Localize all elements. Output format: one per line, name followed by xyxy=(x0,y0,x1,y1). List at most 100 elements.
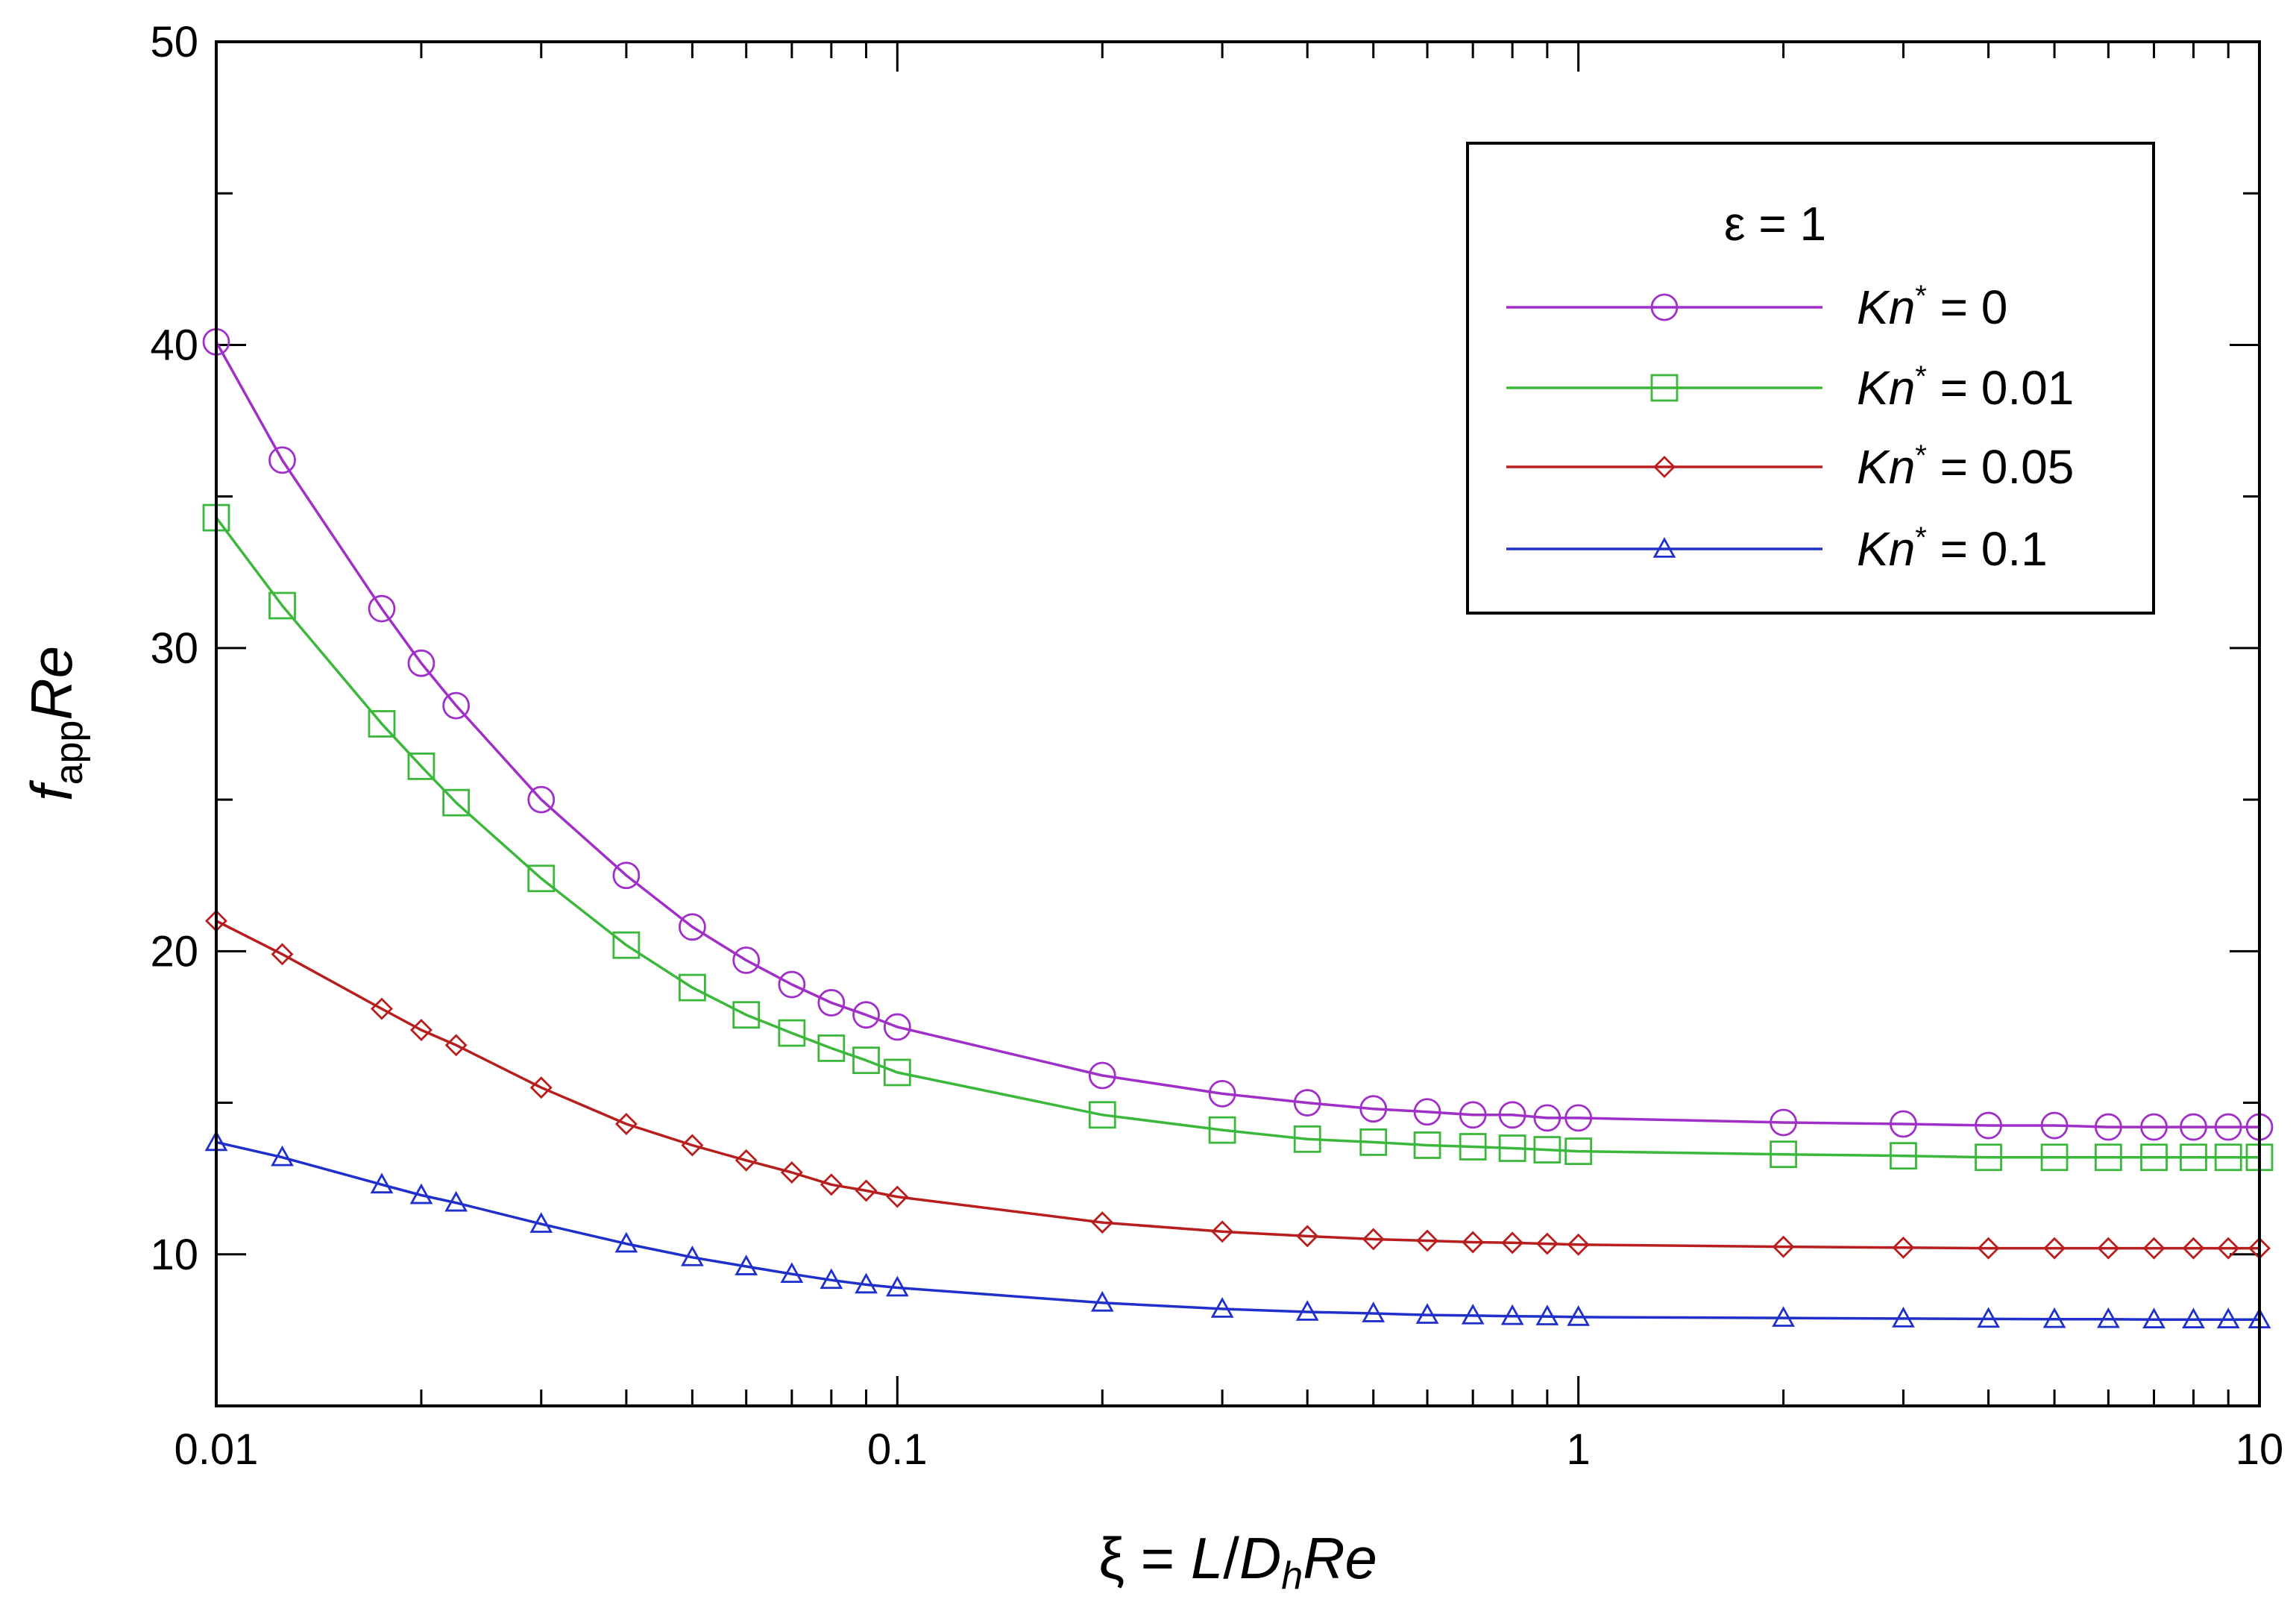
series-line xyxy=(215,517,2259,1159)
y-tick-label: 30 xyxy=(150,624,198,673)
data-point xyxy=(1359,1128,1388,1156)
data-point xyxy=(780,1262,804,1283)
data-point xyxy=(1090,1290,1114,1312)
data-point xyxy=(1567,1305,1591,1326)
series-line xyxy=(215,341,2259,1128)
data-point xyxy=(1296,1225,1319,1248)
data-point xyxy=(1770,1108,1798,1137)
data-point xyxy=(1362,1301,1386,1322)
legend-marker xyxy=(1652,537,1676,558)
data-point xyxy=(1208,1079,1236,1108)
series-circle xyxy=(202,327,2274,1141)
data-point xyxy=(1359,1095,1388,1123)
tick-marks xyxy=(215,42,2261,1406)
data-point xyxy=(1498,1101,1526,1129)
data-point xyxy=(2040,1111,2069,1140)
data-point xyxy=(2182,1237,2205,1260)
data-point xyxy=(778,1019,806,1047)
data-point xyxy=(732,946,761,974)
data-point xyxy=(2180,1113,2207,1141)
plot-frame xyxy=(215,40,2261,1407)
data-point xyxy=(1535,1232,1559,1255)
data-point xyxy=(1500,1304,1524,1325)
data-point xyxy=(2214,1143,2242,1172)
data-point xyxy=(883,1013,911,1041)
legend-title: ε = 1 xyxy=(1724,197,1826,251)
data-point xyxy=(1462,1231,1485,1254)
data-point xyxy=(529,1076,553,1099)
data-point xyxy=(370,997,393,1020)
x-tick-label: 1 xyxy=(1567,1425,1591,1474)
data-point xyxy=(409,1019,433,1041)
data-point xyxy=(1210,1297,1234,1318)
legend-marker xyxy=(1650,374,1679,402)
y-tick-label: 40 xyxy=(150,321,198,369)
data-point xyxy=(1088,1101,1116,1129)
data-point xyxy=(1770,1140,1798,1169)
data-point xyxy=(732,1001,761,1029)
data-point xyxy=(820,1268,843,1290)
data-point xyxy=(1892,1236,1915,1259)
data-point xyxy=(883,1058,911,1087)
data-point xyxy=(1293,1125,1321,1153)
data-point xyxy=(2094,1143,2122,1172)
data-point xyxy=(1295,1300,1319,1321)
data-point xyxy=(1567,1233,1590,1256)
data-point xyxy=(2096,1307,2120,1328)
data-point xyxy=(1211,1220,1234,1243)
data-point xyxy=(2140,1113,2168,1141)
legend-label: Kn* = 0.1 xyxy=(1857,521,2048,576)
data-point xyxy=(2180,1143,2207,1172)
data-point xyxy=(614,1231,638,1253)
data-point xyxy=(1533,1136,1561,1164)
legend-box xyxy=(1466,142,2155,615)
data-point xyxy=(1415,1303,1439,1324)
data-point xyxy=(1413,1098,1441,1126)
data-point xyxy=(735,1255,758,1275)
data-point xyxy=(1977,1307,2000,1328)
data-point xyxy=(2182,1307,2205,1328)
data-point xyxy=(1208,1116,1236,1144)
data-point xyxy=(2094,1113,2122,1141)
data-point xyxy=(368,594,396,623)
data-point xyxy=(271,1145,294,1166)
data-point xyxy=(2214,1113,2242,1141)
series-square xyxy=(202,503,2274,1172)
data-point xyxy=(1772,1235,1795,1258)
data-point xyxy=(681,1134,704,1157)
data-point xyxy=(2216,1307,2240,1328)
data-point xyxy=(614,1113,638,1135)
legend-marker xyxy=(1653,456,1676,478)
data-point xyxy=(780,1161,803,1184)
data-point xyxy=(1459,1133,1487,1161)
legend-label: Kn* = 0.01 xyxy=(1857,360,2074,415)
data-point xyxy=(268,591,296,620)
legend-entry: Kn* = 0.1 xyxy=(1506,521,2048,576)
data-point xyxy=(852,1046,880,1075)
data-point xyxy=(2042,1307,2066,1328)
data-point xyxy=(1461,1303,1485,1325)
data-point xyxy=(678,973,706,1002)
data-point xyxy=(778,970,806,999)
y-tick-label: 20 xyxy=(150,927,198,976)
data-point xyxy=(1459,1101,1487,1129)
y-axis-title: fappRe xyxy=(19,646,91,801)
data-point xyxy=(1892,1307,1915,1328)
data-point xyxy=(442,788,471,817)
data-point xyxy=(1088,1061,1116,1090)
legend-entry: Kn* = 0 xyxy=(1506,280,2007,334)
data-point xyxy=(2097,1237,2120,1260)
series-line xyxy=(216,1140,2259,1321)
legend-label: Kn* = 0.05 xyxy=(1857,439,2074,494)
legend-entries: Kn* = 0 Kn* = 0.01 Kn* = 0.05 Kn* = 0.1 xyxy=(1506,280,2074,576)
legend-entry: Kn* = 0.05 xyxy=(1506,439,2074,494)
data-point xyxy=(1890,1142,1917,1170)
data-point xyxy=(612,931,641,959)
data-point xyxy=(368,710,396,738)
data-point xyxy=(1416,1229,1439,1252)
legend-entry: Kn* = 0.01 xyxy=(1506,360,2074,415)
data-point xyxy=(681,1245,704,1266)
x-tick-label: 0.01 xyxy=(174,1425,259,1474)
